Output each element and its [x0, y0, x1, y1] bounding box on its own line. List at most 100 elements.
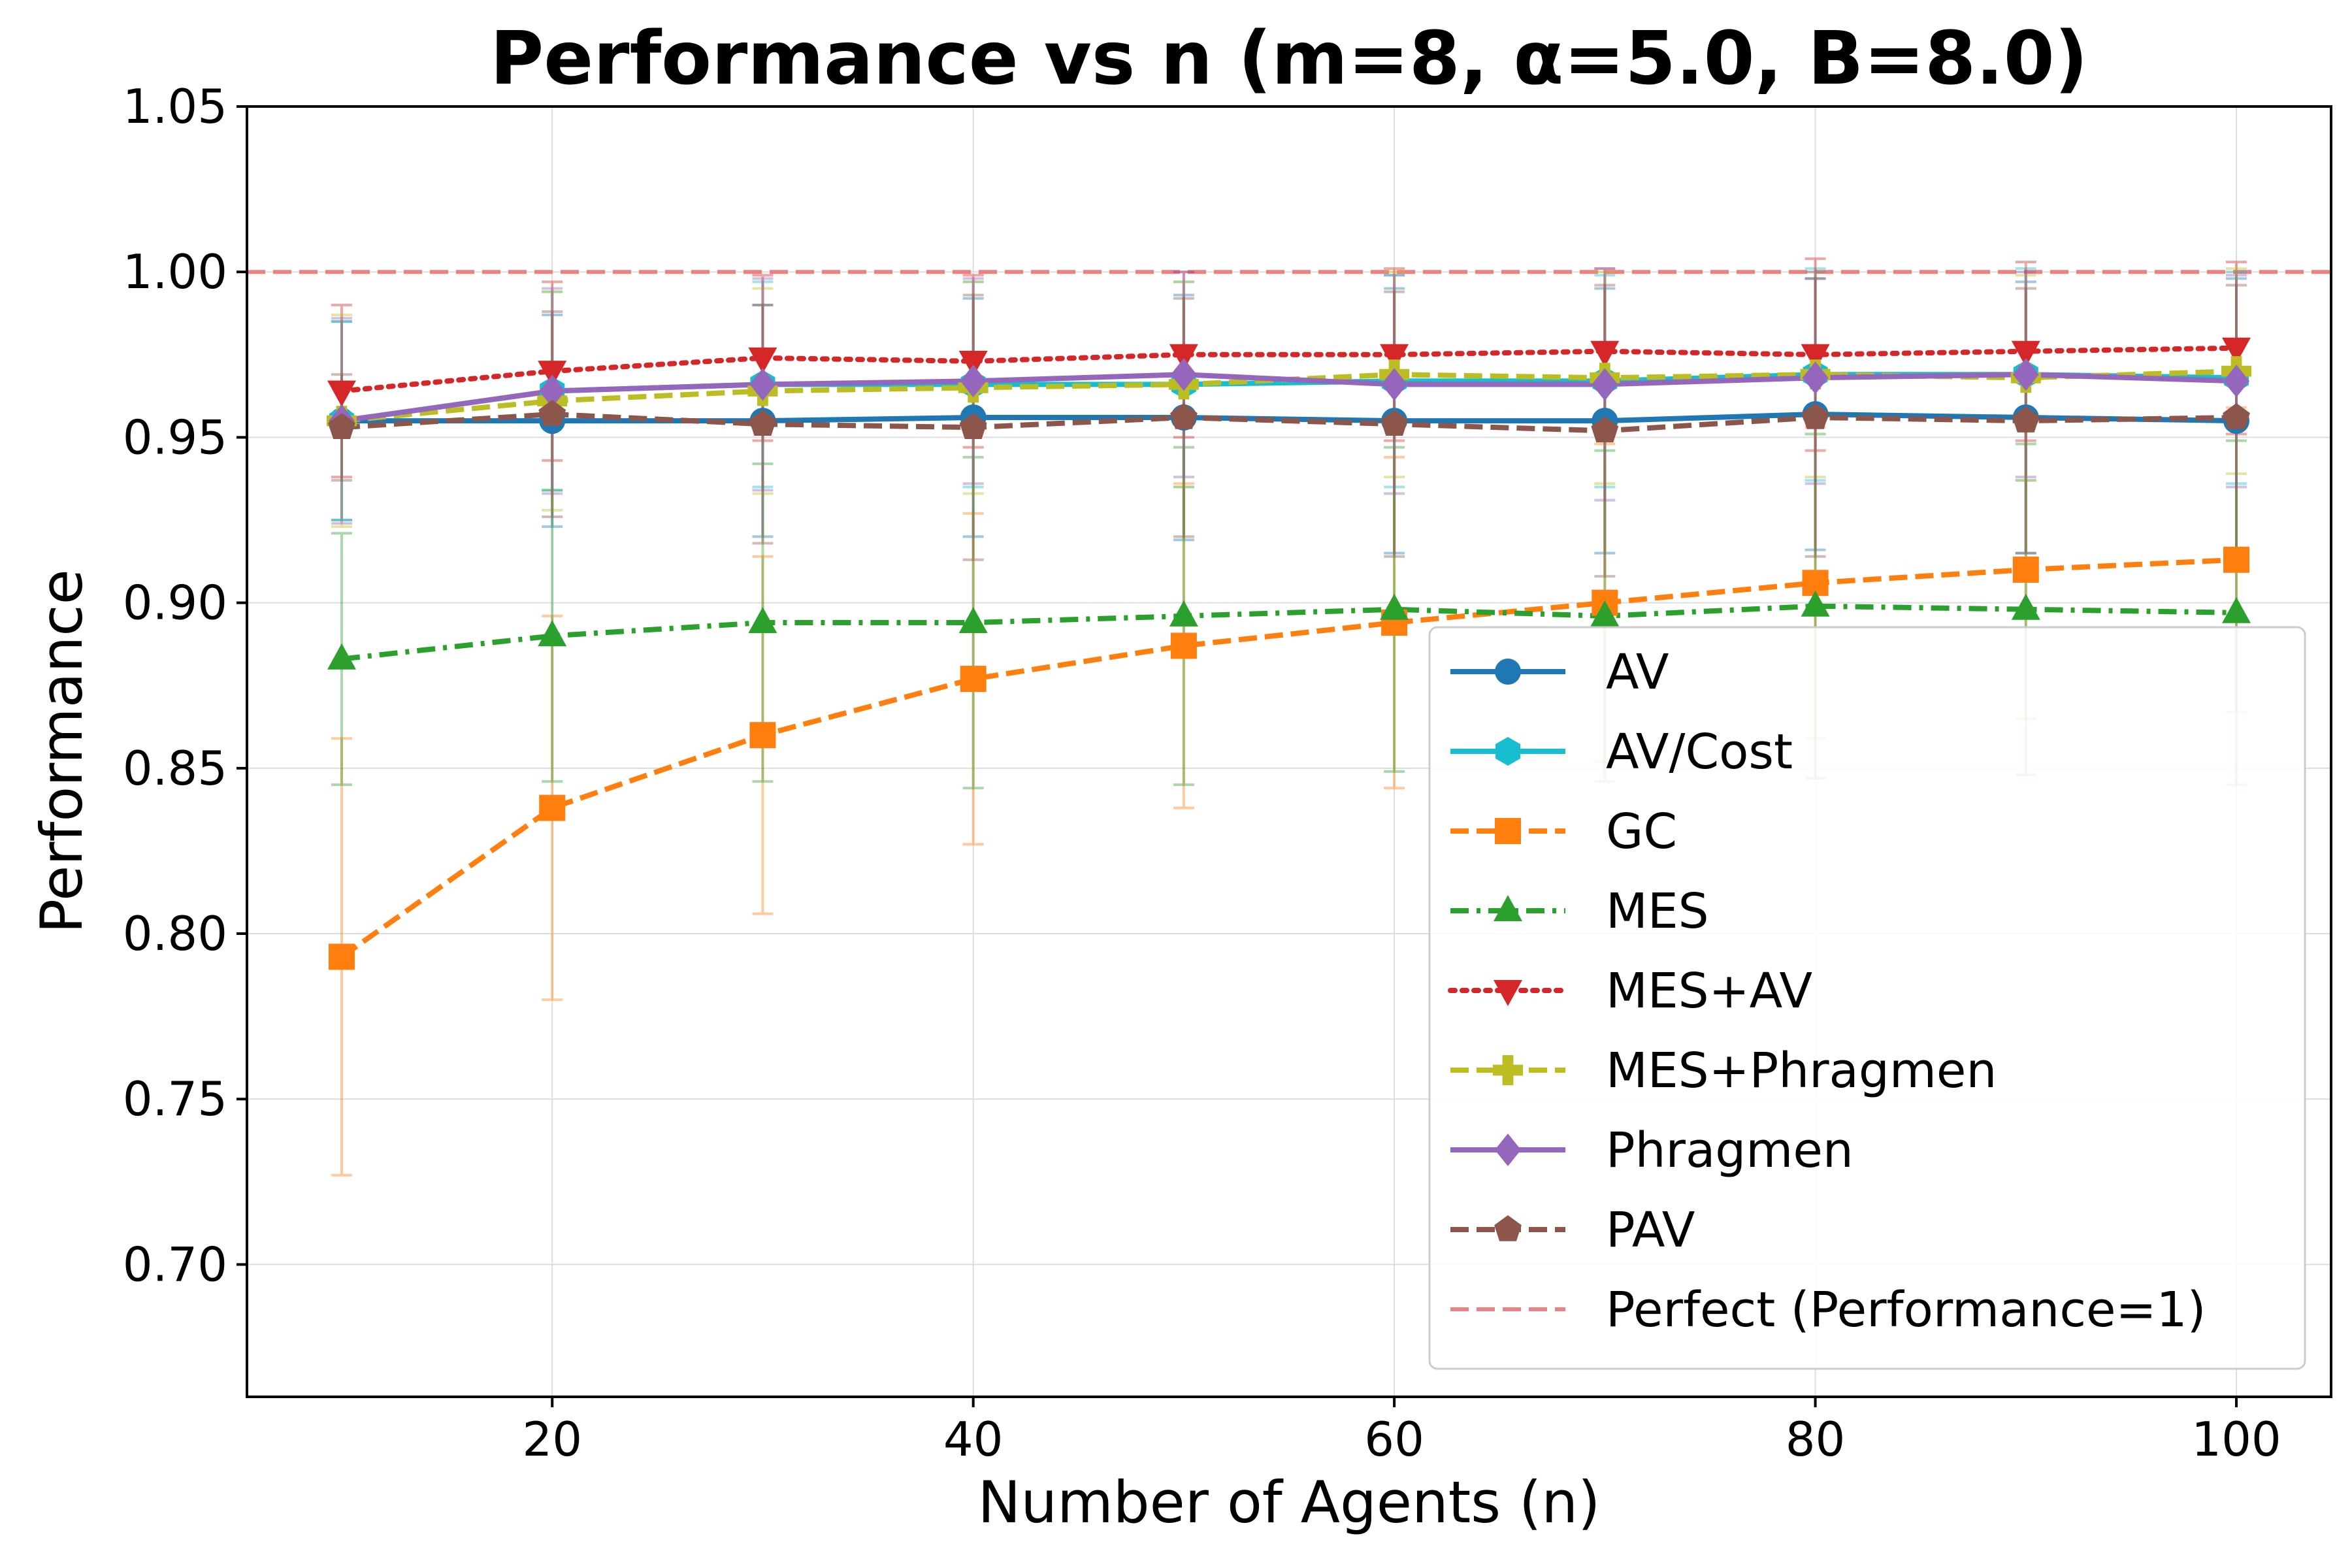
point-gc-100 — [2223, 546, 2249, 573]
point-pav-100 — [2223, 403, 2250, 429]
point-gc-90 — [2012, 556, 2039, 583]
legend-label-mes-av: MES+AV — [1606, 963, 1812, 1019]
point-phragmen-50 — [1170, 358, 1197, 391]
point-phragmen-70 — [1592, 368, 1618, 401]
series-line-pav — [341, 412, 2237, 434]
point-mes-av-20 — [538, 361, 567, 387]
legend-marker-av-cost — [1495, 737, 1521, 766]
point-pav-70 — [1591, 416, 1619, 443]
legend-label-mes-phragmen: MES+Phragmen — [1606, 1043, 1997, 1099]
legend-entry-mes: MES — [1450, 883, 1709, 939]
point-mes-40 — [958, 607, 988, 633]
legend-label-perfect-performance-1-: Perfect (Performance=1) — [1606, 1282, 2206, 1338]
point-mes-av-60 — [1380, 344, 1409, 370]
legend-box — [1428, 626, 2306, 1370]
point-gc-50 — [1170, 632, 1197, 659]
series-line-phragmen — [341, 372, 2237, 424]
y-tick-label-1.00: 1.00 — [123, 244, 227, 299]
point-phragmen-60 — [1381, 368, 1408, 401]
y-tick-label-0.70: 0.70 — [123, 1237, 227, 1292]
legend-label-pav: PAV — [1606, 1202, 1695, 1258]
y-tick-label-0.75: 0.75 — [123, 1071, 227, 1126]
point-mes-av-30 — [748, 347, 777, 374]
legend-marker-mes — [1494, 895, 1522, 921]
point-mes-av-90 — [2011, 340, 2040, 367]
y-tick-label-0.80: 0.80 — [123, 906, 227, 961]
x-tick-label-20: 20 — [522, 1412, 582, 1467]
point-phragmen-30 — [749, 368, 776, 401]
point-mes-60 — [1380, 593, 1409, 620]
x-axis-label: Number of Agents (n) — [977, 1469, 1600, 1536]
point-pav-40 — [959, 413, 987, 439]
x-tick-label-100: 100 — [2191, 1412, 2281, 1467]
legend-marker-av — [1495, 659, 1521, 685]
point-pav-90 — [2012, 406, 2040, 433]
point-phragmen-40 — [960, 365, 987, 398]
point-gc-40 — [960, 666, 987, 693]
point-mes-20 — [538, 620, 567, 647]
legend: AV AV/Cost GC MES MES+AV MES+Phragmen Phragmen… — [1428, 626, 2306, 1370]
plot-frame — [246, 105, 2332, 1398]
point-gc-30 — [749, 722, 776, 749]
series-line-gc — [340, 557, 2237, 959]
point-pav-20 — [538, 400, 566, 426]
legend-entry-mes-av: MES+AV — [1448, 963, 1812, 1019]
point-mes-10 — [327, 643, 356, 670]
series-line-mes-av — [339, 345, 2239, 394]
y-axis-label: Performance — [28, 569, 95, 934]
legend-marker-mes-av — [1494, 980, 1522, 1006]
point-pav-60 — [1380, 410, 1408, 436]
x-axis-ticks: 20 40 60 80 100 — [522, 1397, 2281, 1467]
point-mes-80 — [1801, 590, 1830, 617]
y-tick-label-0.95: 0.95 — [123, 410, 227, 465]
point-mes-av-70 — [1590, 340, 1620, 367]
legend-label-av-cost: AV/Cost — [1606, 724, 1793, 780]
series-lines — [339, 345, 2239, 959]
legend-entry-pav: PAV — [1450, 1202, 1695, 1258]
legend-entry-av: AV — [1450, 644, 1669, 700]
legend-label-av: AV — [1606, 644, 1669, 700]
x-tick-label-80: 80 — [1786, 1412, 1846, 1467]
point-mes-50 — [1169, 600, 1198, 627]
x-tick-label-40: 40 — [943, 1412, 1004, 1467]
chart-title: Performance vs n (m=8, α=5.0, B=8.0) — [490, 16, 2088, 101]
point-mes-30 — [748, 607, 777, 633]
point-mes-av-40 — [958, 350, 988, 377]
point-gc-20 — [539, 794, 566, 821]
legend-label-mes: MES — [1606, 883, 1709, 939]
point-mes-70 — [1590, 600, 1620, 627]
point-gc-10 — [329, 943, 355, 970]
legend-marker-phragmen — [1495, 1134, 1521, 1166]
point-mes-av-100 — [2222, 337, 2251, 364]
legend-marker-gc — [1495, 818, 1521, 844]
point-pav-80 — [1801, 403, 1829, 429]
series-line-mes — [341, 603, 2237, 662]
point-phragmen-80 — [1802, 361, 1829, 395]
point-mes-100 — [2222, 596, 2251, 623]
legend-entry-gc: GC — [1450, 804, 1677, 860]
point-phragmen-90 — [2012, 358, 2039, 391]
point-mes-av-50 — [1169, 344, 1198, 370]
legend-entry-perfect-performance-1-: Perfect (Performance=1) — [1450, 1282, 2206, 1338]
legend-entry-av-cost: AV/Cost — [1450, 724, 1793, 780]
series-markers — [327, 337, 2251, 970]
x-tick-label-60: 60 — [1364, 1412, 1424, 1467]
y-tick-label-1.05: 1.05 — [123, 79, 227, 134]
legend-label-gc: GC — [1606, 804, 1677, 860]
legend-label-phragmen: Phragmen — [1606, 1122, 1854, 1179]
point-mes-av-80 — [1801, 344, 1830, 370]
y-axis-ticks: 0.70 0.75 0.80 0.85 0.90 0.95 1.00 1.05 — [123, 79, 247, 1292]
legend-marker-pav — [1494, 1215, 1522, 1241]
legend-marker-mes-phragmen — [1493, 1055, 1523, 1085]
point-mes-90 — [2011, 593, 2040, 620]
legend-entry-mes-phragmen: MES+Phragmen — [1450, 1043, 1997, 1099]
point-mes-av-10 — [327, 380, 356, 407]
point-pav-50 — [1170, 403, 1198, 429]
y-tick-label-0.85: 0.85 — [123, 741, 227, 796]
point-phragmen-100 — [2223, 365, 2249, 398]
legend-entry-phragmen: Phragmen — [1450, 1122, 1854, 1179]
point-phragmen-20 — [539, 374, 566, 408]
point-pav-10 — [328, 413, 355, 439]
y-tick-label-0.90: 0.90 — [123, 576, 227, 630]
